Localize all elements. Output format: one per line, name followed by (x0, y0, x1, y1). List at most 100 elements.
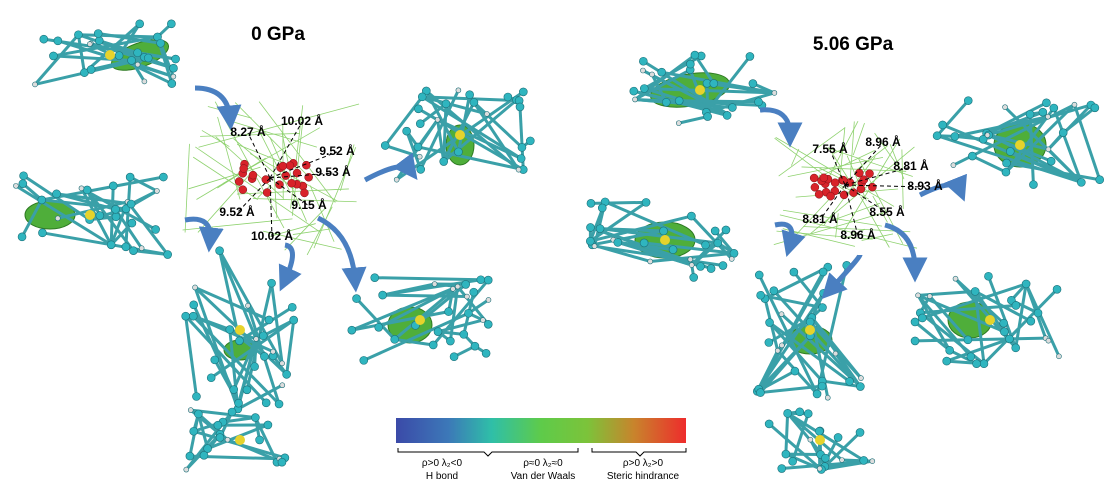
atom (633, 97, 638, 102)
core-atom (868, 183, 876, 191)
atom (592, 244, 597, 249)
atom (815, 427, 823, 435)
core-atom (275, 181, 283, 189)
atom (526, 137, 534, 145)
atom (19, 180, 27, 188)
atom (169, 64, 177, 72)
bond (1007, 163, 1100, 180)
atom (348, 326, 356, 334)
atom (640, 239, 648, 247)
atom (504, 93, 512, 101)
atom (471, 342, 479, 350)
bond (385, 97, 422, 146)
atom (614, 238, 622, 246)
atom (640, 84, 648, 92)
atom (648, 259, 653, 264)
atom (265, 316, 273, 324)
core-atom (240, 165, 248, 173)
atom (658, 68, 666, 76)
distance-label: 8.81 Å (802, 211, 838, 226)
atom (714, 239, 722, 247)
atom (728, 104, 736, 112)
atom (833, 351, 838, 356)
atom (967, 353, 975, 361)
atom (1002, 168, 1010, 176)
atom (417, 165, 425, 173)
atom (440, 158, 448, 166)
atom (235, 337, 243, 345)
atom (470, 98, 478, 106)
atom (860, 456, 868, 464)
atom (414, 143, 422, 151)
atom (808, 437, 813, 442)
atom (391, 335, 399, 343)
atom (107, 241, 115, 249)
arrow (830, 255, 860, 290)
atom (417, 154, 422, 159)
atom (470, 288, 478, 296)
atom (817, 466, 822, 471)
atom (702, 241, 710, 249)
atom (818, 304, 826, 312)
atom (164, 251, 172, 259)
atom (675, 97, 683, 105)
core-atom (239, 186, 247, 194)
atom (766, 319, 774, 327)
molecules (13, 20, 1103, 474)
bond (287, 320, 294, 374)
atom (729, 256, 734, 261)
atom (435, 117, 440, 122)
atom (152, 225, 160, 233)
atom (53, 190, 61, 198)
atom (642, 198, 650, 206)
atom (189, 312, 197, 320)
frame-bond (216, 137, 283, 198)
atom (1056, 354, 1061, 359)
core-atom (820, 174, 828, 182)
atom (484, 276, 492, 284)
atom (55, 216, 60, 221)
sulfur-atom (1015, 140, 1025, 150)
atom (245, 303, 250, 308)
atom (200, 451, 208, 459)
atom (1029, 181, 1037, 189)
core-atom (860, 176, 868, 184)
atom (87, 42, 92, 47)
atom (171, 74, 176, 79)
atom (280, 383, 285, 388)
atom (172, 55, 180, 63)
atom (630, 87, 638, 95)
sulfur-atom (235, 325, 245, 335)
atom (772, 90, 777, 95)
atom (288, 303, 296, 311)
core-atom (249, 171, 257, 179)
atom (167, 20, 175, 28)
atom (1072, 102, 1077, 107)
atom (49, 52, 57, 60)
atom (710, 79, 718, 87)
arrow (760, 110, 790, 135)
atom (1003, 105, 1008, 110)
atom (818, 382, 826, 390)
atom (225, 437, 230, 442)
atom (839, 458, 844, 463)
atom (429, 341, 437, 349)
atom (446, 337, 454, 345)
atom (749, 80, 757, 88)
atom (129, 247, 137, 255)
atom (968, 152, 976, 160)
core-atom (815, 190, 823, 198)
atom (870, 459, 875, 464)
distance-label: 9.52 Å (219, 204, 255, 219)
atom (517, 155, 525, 163)
atom (243, 386, 251, 394)
atom (466, 91, 474, 99)
core-atom (235, 178, 243, 186)
atom (360, 356, 368, 364)
atom (184, 467, 189, 472)
atom (1046, 338, 1051, 343)
bond (679, 101, 758, 102)
sulfur-atom (105, 50, 115, 60)
atom (1012, 344, 1020, 352)
atom (765, 338, 773, 346)
